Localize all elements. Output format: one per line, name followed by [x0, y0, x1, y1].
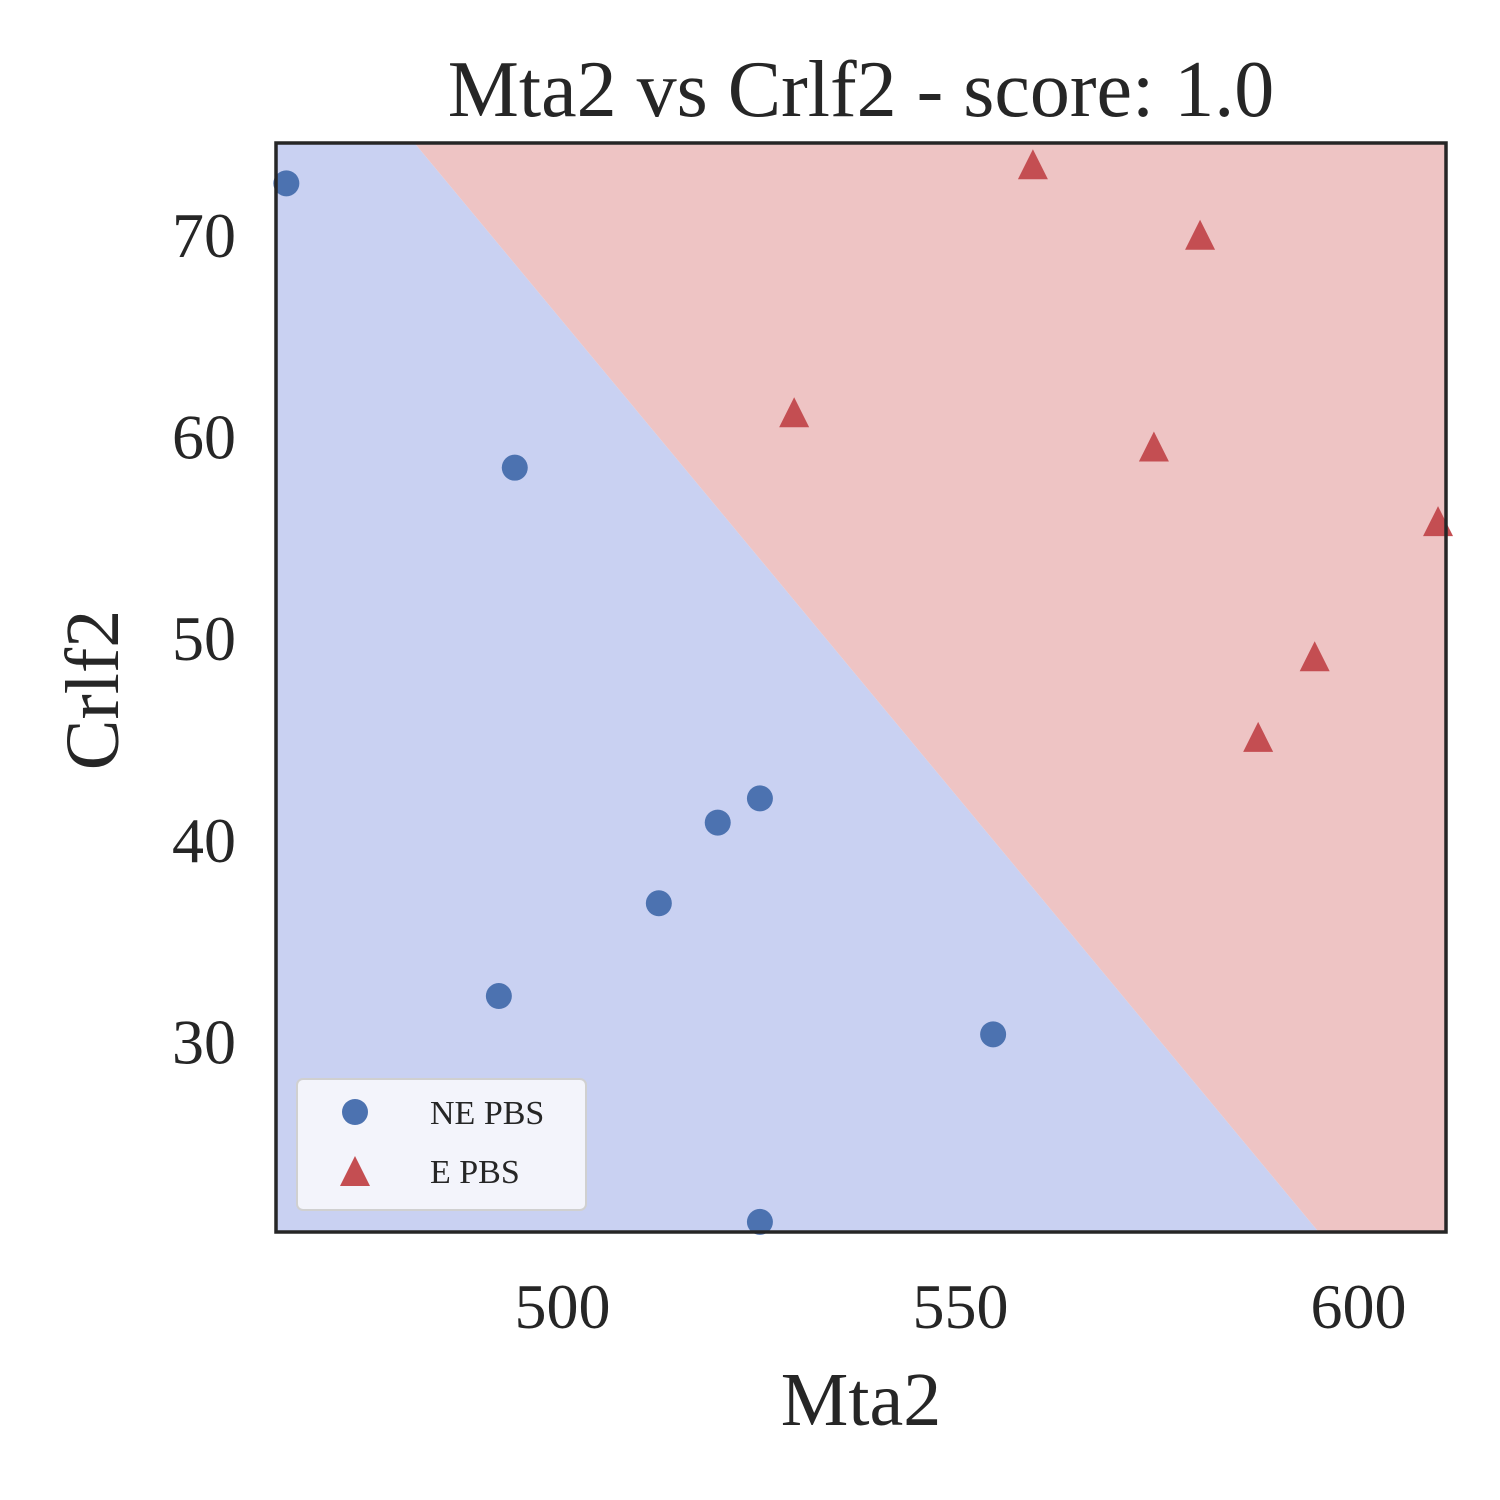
point-ne-pbs-4 [704, 809, 731, 836]
region-ne-pbs [276, 143, 1319, 1232]
point-e-pbs-4 [1138, 431, 1169, 462]
point-ne-pbs-3 [645, 890, 672, 917]
decision-regions [276, 143, 1446, 1232]
point-ne-pbs-8 [746, 1208, 773, 1235]
axis-ticks: 500 550 600 30 40 50 60 70 [172, 200, 1406, 1342]
y-tick-label-40: 40 [172, 805, 236, 876]
legend-marker-e-pbs [340, 1156, 370, 1186]
point-e-pbs-6 [1299, 641, 1330, 672]
y-tick-label-30: 30 [172, 1006, 236, 1077]
point-ne-pbs-5 [746, 785, 773, 812]
legend-box [296, 1078, 587, 1211]
y-tick-label-60: 60 [172, 401, 236, 472]
point-ne-pbs-1 [273, 170, 300, 197]
data-points [273, 149, 1454, 1235]
legend-label-e-pbs: E PBS [430, 1154, 520, 1191]
point-e-pbs-7 [1243, 721, 1274, 752]
region-e-pbs [414, 143, 1446, 1232]
y-tick-label-70: 70 [172, 200, 236, 271]
legend-label-ne-pbs: NE PBS [430, 1095, 544, 1132]
point-e-pbs-3 [779, 397, 810, 428]
chart-title: Mta2 vs Crlf2 - score: 1.0 [448, 46, 1275, 134]
x-tick-label-550: 550 [912, 1271, 1008, 1342]
point-ne-pbs-2 [501, 454, 528, 481]
point-e-pbs-2 [1185, 219, 1216, 250]
y-tick-label-50: 50 [172, 603, 236, 674]
x-axis-label: Mta2 [781, 1358, 941, 1442]
y-axis-label: Crlf2 [51, 610, 135, 770]
point-e-pbs-1 [1017, 149, 1048, 180]
plot-frame [274, 141, 1448, 1234]
legend-marker-ne-pbs [342, 1099, 368, 1125]
x-tick-label-500: 500 [515, 1271, 611, 1342]
legend: NE PBS E PBS [296, 1078, 587, 1211]
point-ne-pbs-6 [485, 983, 512, 1010]
point-ne-pbs-7 [980, 1021, 1007, 1048]
x-tick-label-600: 600 [1310, 1271, 1406, 1342]
